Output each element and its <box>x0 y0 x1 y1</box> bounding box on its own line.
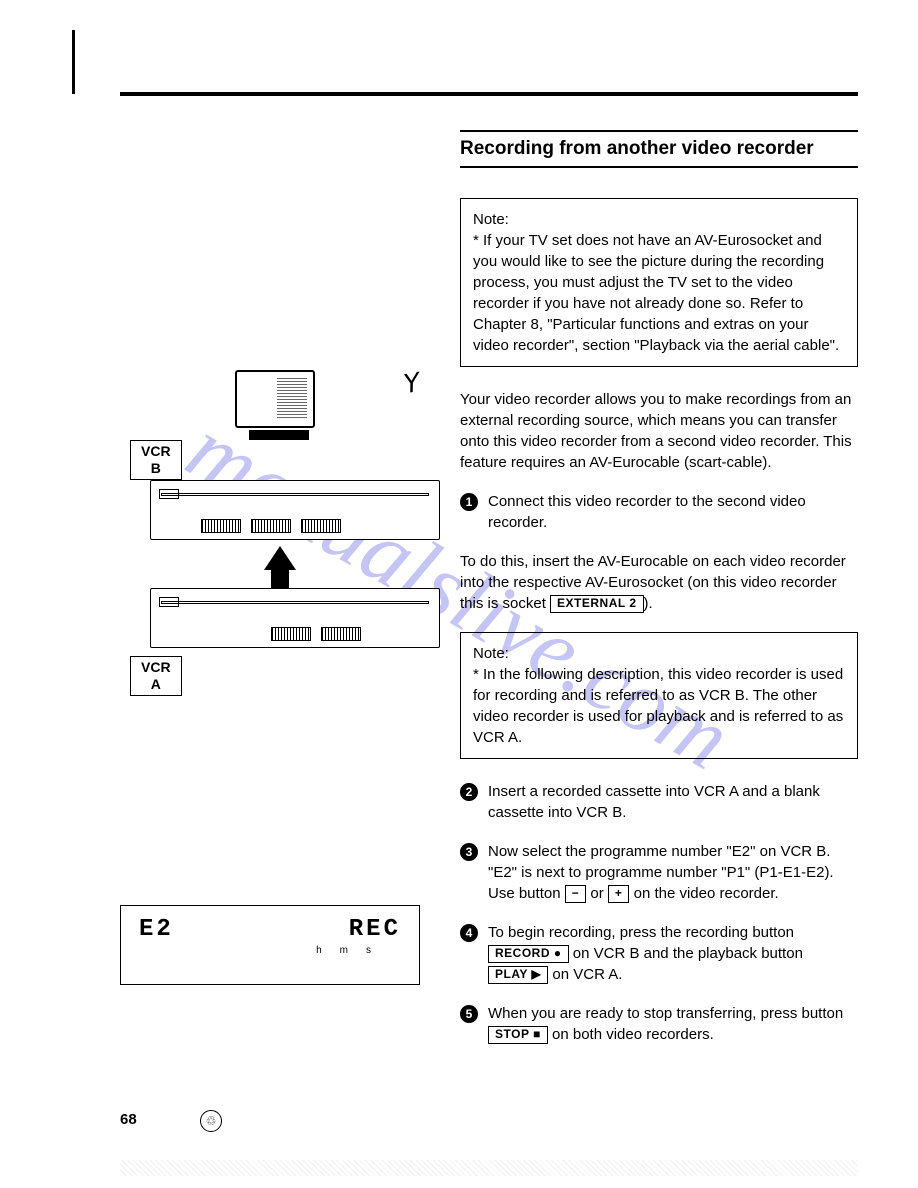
antenna-icon: 𝘠 <box>402 369 422 397</box>
arrow-up-icon <box>264 546 296 570</box>
display-m: m <box>340 945 348 956</box>
vcr-b-label: VCR B <box>130 440 182 480</box>
step-4: 4 To begin recording, press the recordin… <box>460 922 858 985</box>
header-rule <box>120 92 858 96</box>
right-column: Recording from another video recorder No… <box>460 130 858 1063</box>
step4-post: on VCR A. <box>548 966 622 983</box>
page-content: 𝘠 VCR B <box>120 130 858 1063</box>
minus-button-label: − <box>565 885 587 903</box>
step-5-bullet: 5 <box>460 1005 478 1023</box>
step4-pre: To begin recording, press the recording … <box>488 924 794 941</box>
vcr-display-panel: E2 REC h m s <box>120 905 420 985</box>
step-4-text: To begin recording, press the recording … <box>488 922 858 985</box>
step5-post: on both video recorders. <box>548 1026 714 1043</box>
display-h: h <box>316 945 322 956</box>
socket-paragraph: To do this, insert the AV-Eurocable on e… <box>460 551 858 614</box>
scan-noise <box>120 1160 858 1176</box>
stop-button-label: STOP ■ <box>488 1026 548 1044</box>
step-1-text: Connect this video recorder to the secon… <box>488 491 858 533</box>
display-channel: E2 <box>139 916 174 943</box>
display-mode: REC <box>349 916 401 943</box>
step-4-bullet: 4 <box>460 924 478 942</box>
record-button-label: RECORD ● <box>488 945 569 963</box>
section-title: Recording from another video recorder <box>460 138 858 160</box>
intro-paragraph: Your video recorder allows you to make r… <box>460 389 858 473</box>
step-5: 5 When you are ready to stop transferrin… <box>460 1003 858 1045</box>
vcr-b-text-1: VCR <box>141 443 171 459</box>
step4-mid: on VCR B and the playback button <box>569 945 803 962</box>
step-3-bullet: 3 <box>460 843 478 861</box>
note-box-1: Note: * If your TV set does not have an … <box>460 198 858 367</box>
step-5-text: When you are ready to stop transferring,… <box>488 1003 858 1045</box>
socket-pre: To do this, insert the AV-Eurocable on e… <box>460 553 846 612</box>
step5-pre: When you are ready to stop transferring,… <box>488 1005 843 1022</box>
step3-post: on the video recorder. <box>629 885 778 902</box>
step-2-text: Insert a recorded cassette into VCR A an… <box>488 781 858 823</box>
step-2-bullet: 2 <box>460 783 478 801</box>
external-2-label: EXTERNAL 2 <box>550 595 643 613</box>
vcr-a-text-1: VCR <box>141 659 171 675</box>
plus-button-label: + <box>608 885 630 903</box>
note1-text: * If your TV set does not have an AV-Eur… <box>473 232 839 354</box>
left-column: 𝘠 VCR B <box>120 130 440 1063</box>
note2-label: Note: <box>473 645 509 662</box>
vcr-a-label: VCR A <box>130 656 182 696</box>
vcr-b-box <box>150 480 440 540</box>
section-title-wrap: Recording from another video recorder <box>460 130 858 168</box>
margin-marker <box>72 30 75 94</box>
recycle-icon: ♲ <box>200 1110 222 1132</box>
note1-label: Note: <box>473 211 509 228</box>
step-1: 1 Connect this video recorder to the sec… <box>460 491 858 533</box>
socket-post: ). <box>644 595 653 612</box>
step-3: 3 Now select the programme number "E2" o… <box>460 841 858 904</box>
step-2: 2 Insert a recorded cassette into VCR A … <box>460 781 858 823</box>
note2-text: * In the following description, this vid… <box>473 666 843 746</box>
display-s: s <box>366 945 371 956</box>
step-1-bullet: 1 <box>460 493 478 511</box>
vcr-b-text-2: B <box>151 460 161 476</box>
note-box-2: Note: * In the following description, th… <box>460 632 858 759</box>
step-3-text: Now select the programme number "E2" on … <box>488 841 858 904</box>
step3-or: or <box>586 885 608 902</box>
tv-illustration <box>235 370 323 445</box>
vcr-a-text-2: A <box>151 676 161 692</box>
play-button-label: PLAY ▶ <box>488 966 548 984</box>
vcr-a-box <box>150 588 440 648</box>
page-number: 68 <box>120 1111 137 1128</box>
